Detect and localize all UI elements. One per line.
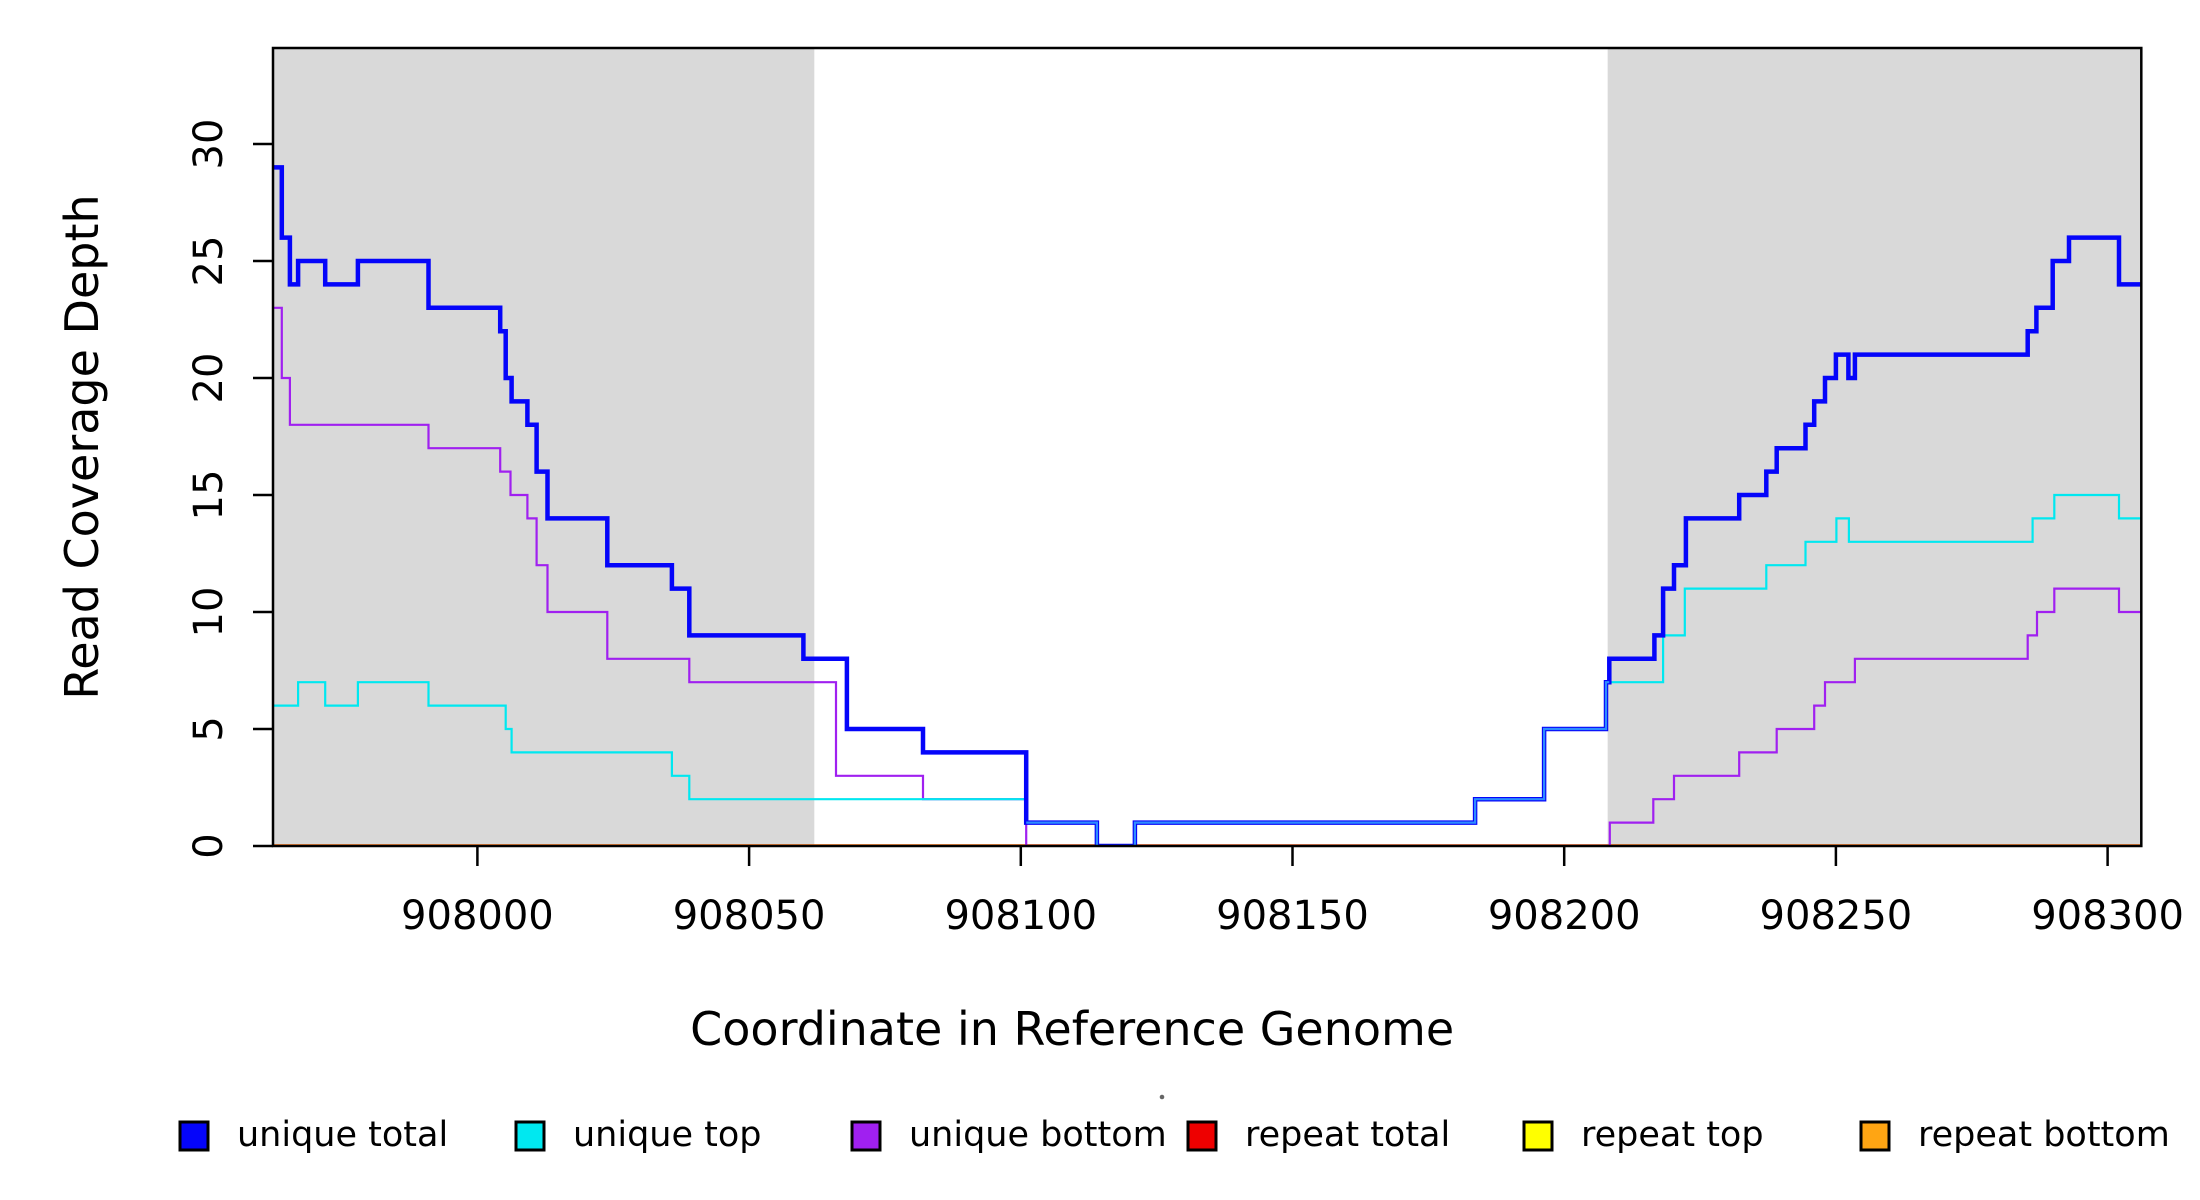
y-axis-title: Read Coverage Depth — [55, 194, 109, 699]
legend-label-repeat-total: repeat total — [1245, 1115, 1450, 1155]
legend-item-unique-bottom: unique bottom — [850, 1115, 1167, 1155]
x-tick-label-908200: 908200 — [1488, 893, 1641, 939]
legend-item-repeat-top: repeat top — [1522, 1115, 1764, 1155]
legend-label-unique-top: unique top — [573, 1115, 762, 1155]
x-tick-label-908000: 908000 — [401, 893, 554, 939]
legend-label-repeat-top: repeat top — [1581, 1115, 1764, 1155]
legend-swatch-unique-top — [514, 1120, 546, 1152]
legend: unique total unique top unique bottom repea… — [178, 1115, 2170, 1155]
legend-item-repeat-total: repeat total — [1186, 1115, 1450, 1155]
x-tick-label-908100: 908100 — [944, 893, 1097, 939]
y-tick-label-10: 10 — [186, 587, 232, 638]
x-tick-label-908150: 908150 — [1216, 893, 1369, 939]
y-tick-label-25: 25 — [186, 236, 232, 287]
x-axis-title: Coordinate in Reference Genome — [690, 1002, 1454, 1056]
y-tick-label-20: 20 — [186, 353, 232, 404]
x-tick-label-908050: 908050 — [673, 893, 826, 939]
y-tick-label-0: 0 — [186, 833, 232, 858]
y-tick-label-5: 5 — [186, 716, 232, 741]
y-tick-label-30: 30 — [186, 119, 232, 170]
series-unique-total-top-overlap — [1026, 681, 1610, 847]
legend-item-repeat-bottom: repeat bottom — [1859, 1115, 2170, 1155]
legend-item-unique-top: unique top — [514, 1115, 762, 1155]
legend-label-unique-bottom: unique bottom — [909, 1115, 1167, 1155]
legend-item-unique-total: unique total — [178, 1115, 448, 1155]
x-tick-label-908300: 908300 — [2031, 893, 2184, 939]
legend-swatch-repeat-bottom — [1859, 1120, 1891, 1152]
legend-swatch-unique-total — [178, 1120, 210, 1152]
x-tick-label-908250: 908250 — [1760, 893, 1913, 939]
y-tick-label-15: 15 — [186, 470, 232, 521]
legend-swatch-unique-bottom — [850, 1120, 882, 1152]
shaded-region-1 — [273, 48, 815, 846]
legend-label-repeat-bottom: repeat bottom — [1918, 1115, 2170, 1155]
plot-border — [271, 46, 2143, 848]
shaded-region-2 — [1607, 48, 2142, 846]
legend-swatch-repeat-total — [1186, 1120, 1218, 1152]
stray-dot-artifact — [1159, 1094, 1165, 1100]
legend-label-unique-total: unique total — [237, 1115, 448, 1155]
legend-swatch-repeat-top — [1522, 1120, 1554, 1152]
